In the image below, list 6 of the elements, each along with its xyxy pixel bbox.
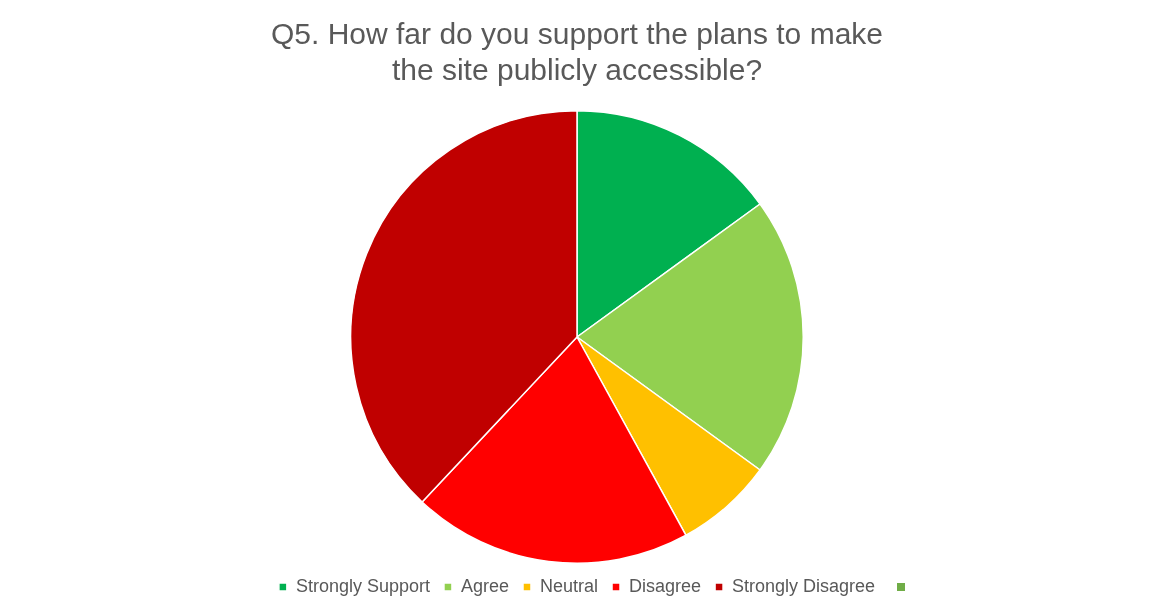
legend-label: Disagree (629, 575, 702, 596)
chart-title: Q5. How far do you support the plans to make the site publicly accessible? (271, 17, 883, 87)
legend-label: Agree (460, 575, 509, 596)
legend-label: Neutral (539, 575, 599, 596)
legend-label: Strongly Support (295, 575, 430, 596)
legend-label: Strongly Disagree (732, 575, 876, 596)
